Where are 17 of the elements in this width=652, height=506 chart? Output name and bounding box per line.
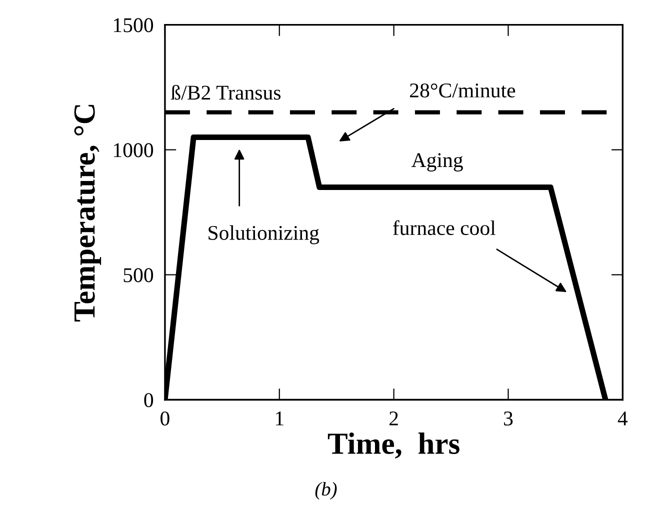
x-tick-label: 0 — [160, 411, 170, 426]
ref-line-label: ß/B2 Transus — [170, 84, 281, 100]
x-tick-label: 3 — [504, 412, 513, 426]
y-tick-label: 0 — [144, 393, 154, 408]
annotation: furnace cool — [393, 220, 496, 236]
annotation: 28°C/minute — [410, 83, 516, 98]
annotation: Solutionizing — [208, 225, 320, 244]
x-tick-label: 4 — [618, 412, 628, 426]
y-tick-label: 1500 — [114, 18, 154, 32]
y-tick-label: 1000 — [114, 143, 154, 158]
annotation: Aging — [411, 153, 463, 172]
text: (b) — [315, 482, 337, 500]
y-axis-title: Temperature, °C — [74, 104, 102, 322]
x-tick-label: 1 — [276, 412, 284, 426]
x-axis-title: Time, hrs — [328, 432, 460, 458]
y-tick-label: 500 — [124, 268, 154, 282]
x-tick-label: 2 — [390, 412, 398, 426]
